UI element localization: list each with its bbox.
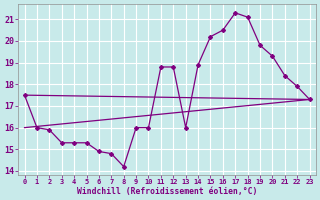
X-axis label: Windchill (Refroidissement éolien,°C): Windchill (Refroidissement éolien,°C)	[77, 187, 257, 196]
